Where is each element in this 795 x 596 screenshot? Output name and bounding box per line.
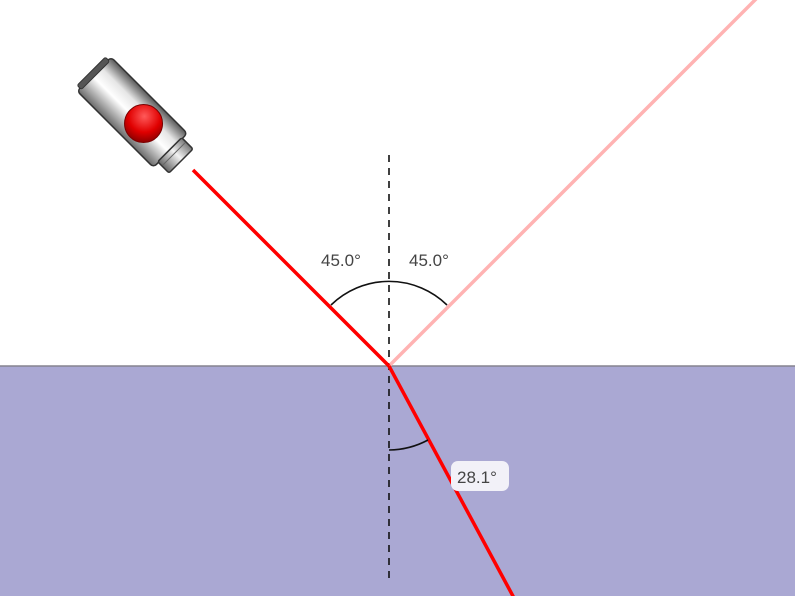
lower-medium — [0, 366, 795, 596]
laser-nozzle — [157, 137, 193, 173]
refraction-angle-label: 28.1° — [457, 468, 497, 487]
laser-button-icon[interactable] — [117, 97, 171, 151]
incidence-reflection-arc — [330, 280, 448, 306]
laser-pointer-icon[interactable] — [74, 54, 198, 178]
reflected-beam — [387, 0, 758, 368]
refraction-label-box — [451, 461, 509, 491]
refraction-arc — [388, 439, 429, 451]
reflection-angle-label: 45.0° — [409, 251, 449, 270]
incident-beam — [191, 168, 391, 368]
incidence-angle-label: 45.0° — [321, 251, 361, 270]
laser-back-cap — [77, 57, 110, 90]
